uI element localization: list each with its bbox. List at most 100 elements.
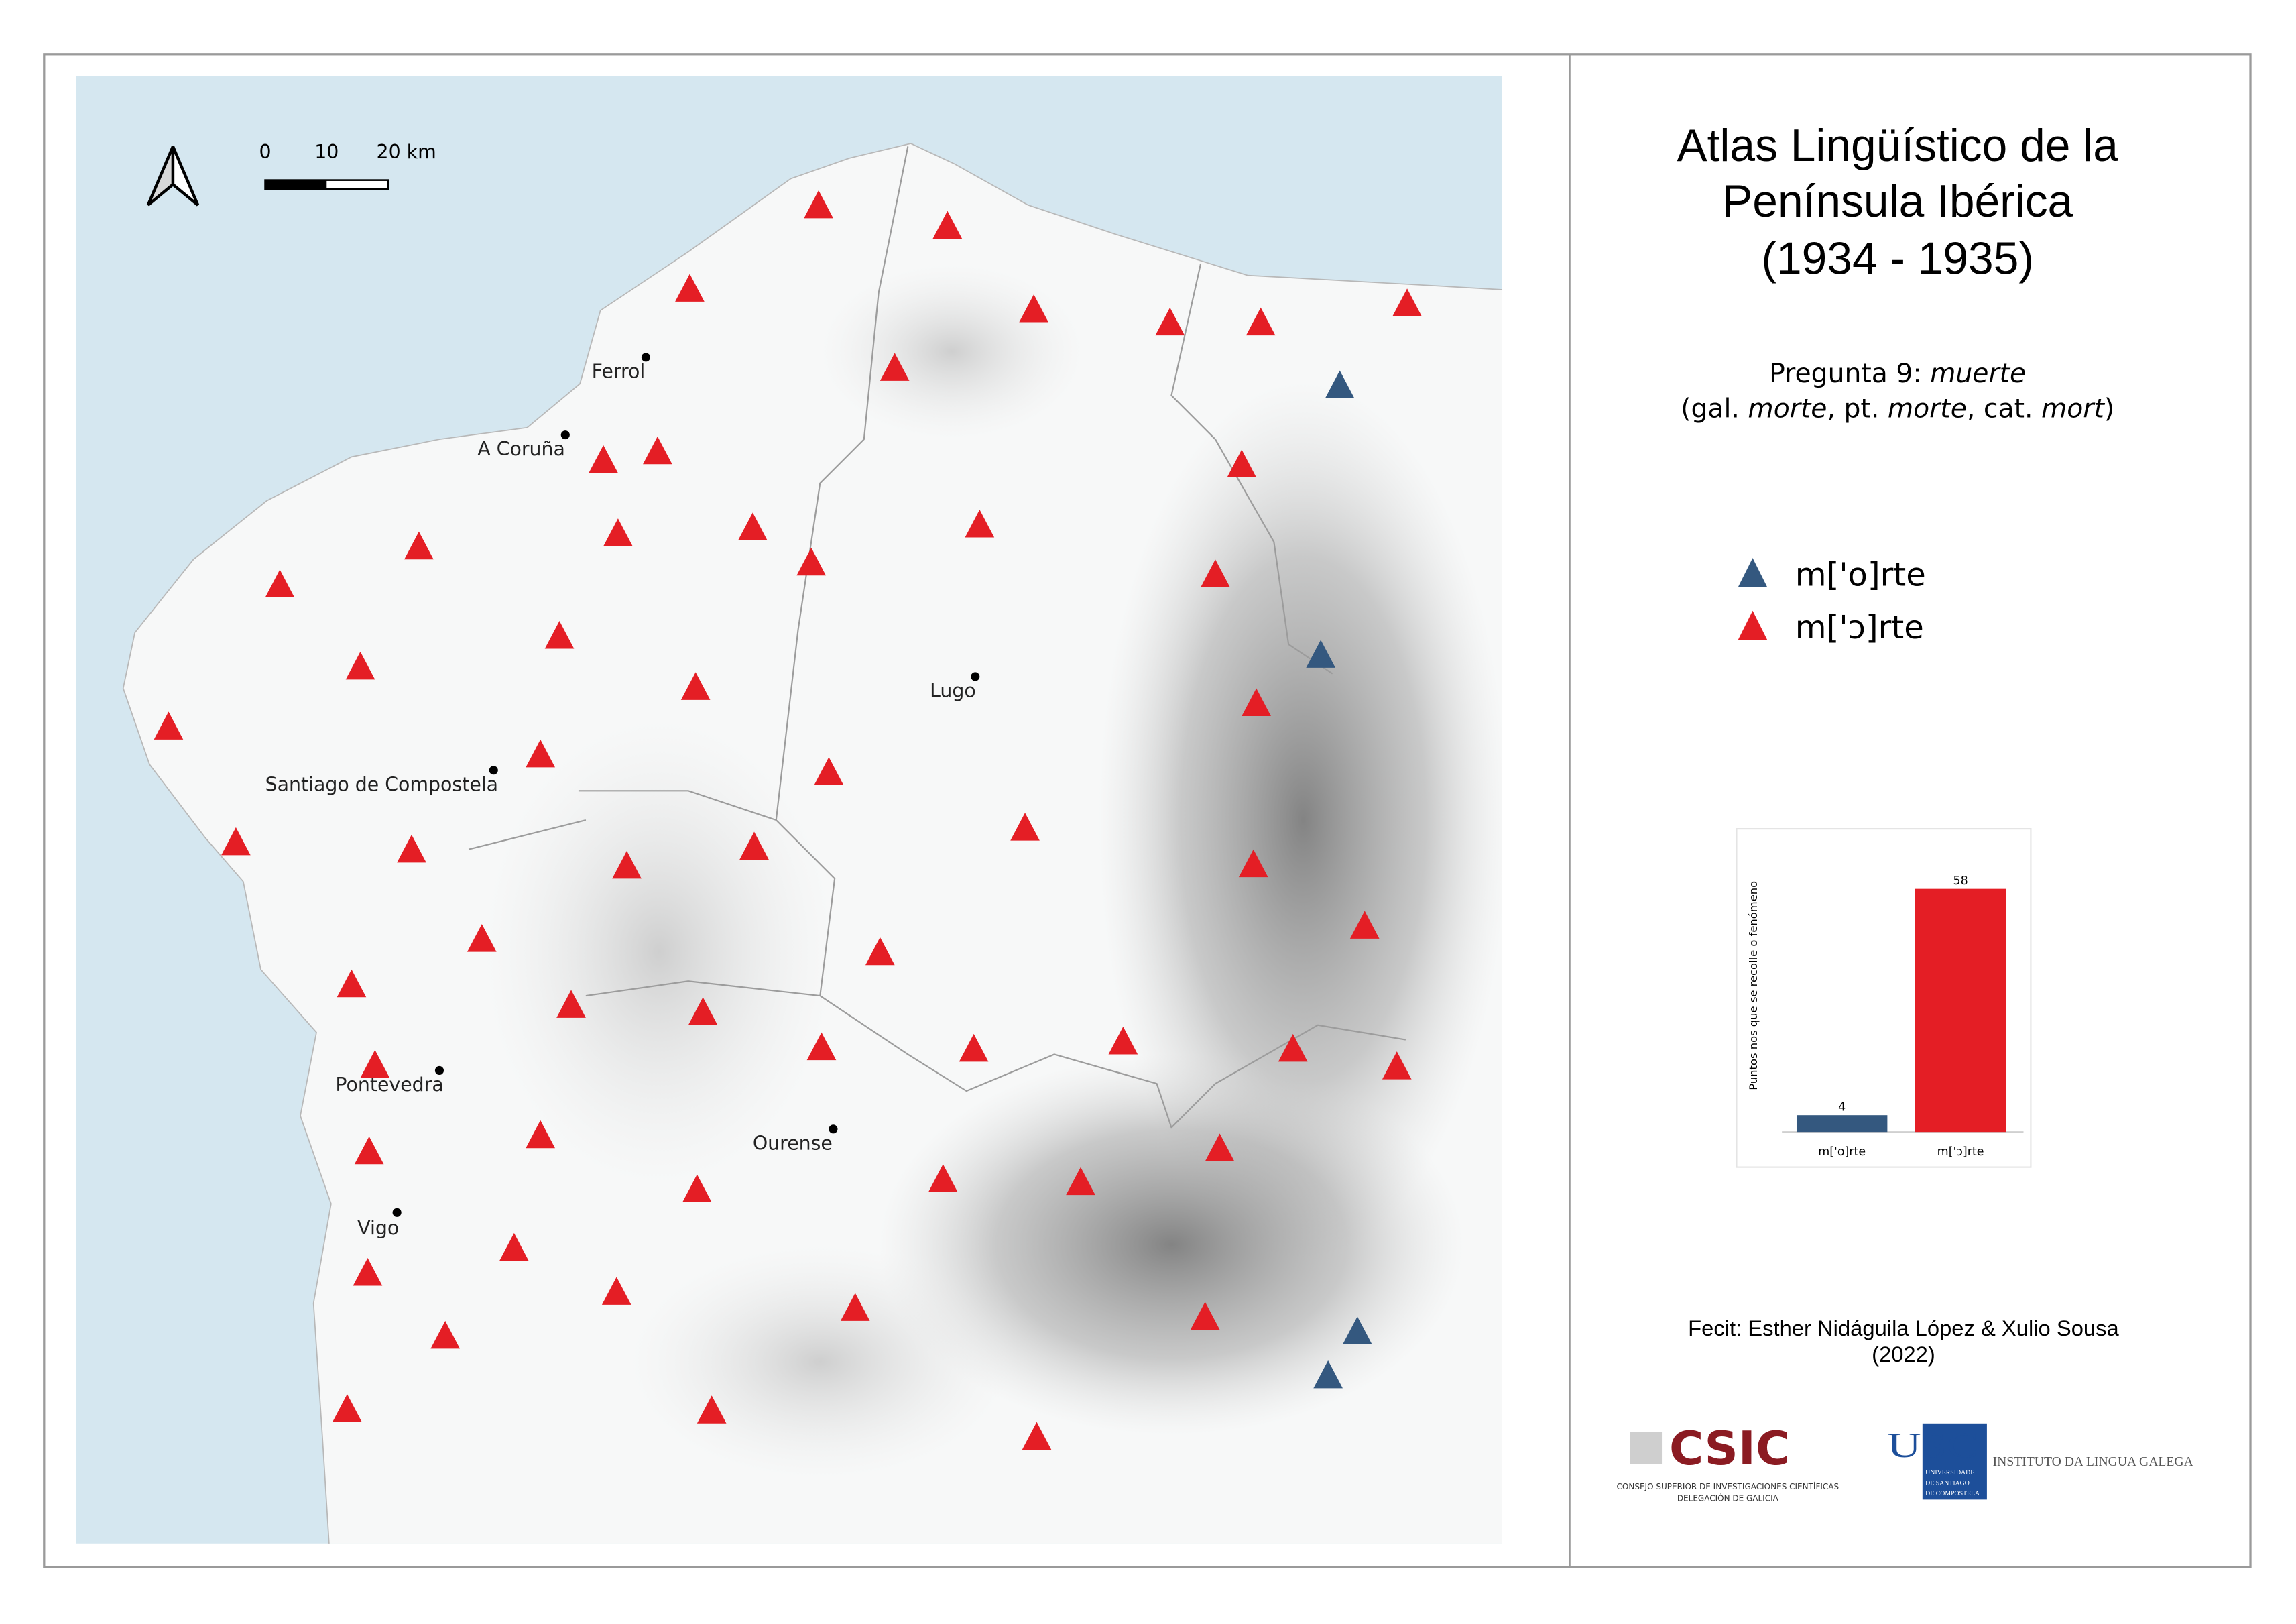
question-word: muerte — [1930, 359, 2026, 389]
marker-open-o-triangle[interactable] — [526, 739, 556, 768]
marker-o-triangle[interactable] — [1325, 370, 1355, 399]
marker-open-o-triangle[interactable] — [589, 445, 618, 473]
city-dot — [392, 1208, 402, 1217]
marker-open-o-triangle[interactable] — [467, 924, 497, 952]
title-line-1: Atlas Lingüístico de la — [1677, 121, 2118, 171]
marker-open-o-triangle[interactable] — [806, 1032, 837, 1061]
marker-open-o-triangle[interactable] — [1155, 307, 1185, 336]
marker-open-o-triangle[interactable] — [1022, 1422, 1052, 1450]
title-line-2: Península Ibérica — [1722, 176, 2073, 227]
marker-open-o-triangle[interactable] — [1190, 1301, 1220, 1330]
question-title: Pregunta 9: muerte — [1769, 359, 2026, 389]
marker-open-o-triangle[interactable] — [1019, 294, 1048, 323]
marker-open-o-triangle[interactable] — [221, 827, 251, 856]
marker-open-o-triangle[interactable] — [345, 651, 375, 680]
marker-open-o-triangle[interactable] — [682, 1174, 712, 1203]
marker-open-o-triangle[interactable] — [499, 1232, 529, 1261]
scale-bar: 0 10 20 km — [259, 141, 436, 190]
marker-open-o-triangle[interactable] — [932, 211, 963, 239]
relief-north — [820, 264, 1084, 440]
legend-triangle-o-icon — [1738, 558, 1768, 587]
legend: m['o]rte m['ɔ]rte — [1738, 557, 1926, 646]
marker-open-o-triangle[interactable] — [1246, 307, 1276, 336]
city-dot — [434, 1065, 444, 1076]
marker-open-o-triangle[interactable] — [397, 834, 426, 863]
marker-o-triangle[interactable] — [1313, 1360, 1343, 1389]
marker-open-o-triangle[interactable] — [965, 510, 995, 538]
csic-delegation: DELEGACIÓN DE GALICIA — [1677, 1493, 1779, 1503]
marker-open-o-triangle[interactable] — [1227, 449, 1257, 477]
marker-open-o-triangle[interactable] — [1010, 813, 1040, 841]
bar-chart: Puntos nos que se recolle o fenómeno 4 m[… — [1736, 828, 2032, 1168]
marker-open-o-triangle[interactable] — [404, 531, 434, 560]
legend-label-o: m['o]rte — [1795, 557, 1926, 594]
marker-o-triangle[interactable] — [1306, 640, 1336, 668]
side-panel: Atlas Lingüístico de la Península Ibéric… — [1617, 121, 2194, 1503]
marker-open-o-triangle[interactable] — [1108, 1026, 1138, 1055]
marker-open-o-triangle[interactable] — [737, 512, 768, 540]
marker-open-o-triangle[interactable] — [1242, 688, 1271, 716]
marker-open-o-triangle[interactable] — [430, 1320, 461, 1349]
marker-open-o-triangle[interactable] — [333, 1394, 362, 1422]
marker-open-o-triangle[interactable] — [680, 672, 711, 700]
marker-open-o-triangle[interactable] — [353, 1258, 383, 1286]
marker-open-o-triangle[interactable] — [928, 1164, 958, 1192]
marker-open-o-triangle[interactable] — [739, 831, 769, 860]
marker-open-o-triangle[interactable] — [526, 1120, 556, 1149]
city-label: Ferrol — [592, 360, 646, 382]
chart-bar — [1796, 1115, 1888, 1133]
marker-open-o-triangle[interactable] — [556, 990, 586, 1018]
marker-open-o-triangle[interactable] — [265, 569, 295, 598]
chart-value-label: 4 — [1838, 1101, 1846, 1114]
marker-open-o-triangle[interactable] — [675, 274, 705, 302]
marker-open-o-triangle[interactable] — [1382, 1051, 1412, 1080]
marker-open-o-triangle[interactable] — [337, 969, 367, 998]
marker-open-o-triangle[interactable] — [360, 1049, 390, 1078]
marker-open-o-triangle[interactable] — [603, 518, 633, 546]
marker-open-o-triangle[interactable] — [796, 547, 827, 576]
question-gloss: (gal. morte, pt. morte, cat. mort) — [1681, 394, 2114, 424]
usc-sub-1: UNIVERSIDADE — [1925, 1469, 1974, 1476]
scale-label-10: 10 — [314, 141, 339, 163]
marker-open-o-triangle[interactable] — [1349, 911, 1380, 939]
city-label: Pontevedra — [335, 1074, 443, 1096]
relief-south — [629, 1244, 1011, 1479]
chart-category-label: m['o]rte — [1818, 1145, 1866, 1159]
marker-open-o-triangle[interactable] — [544, 620, 575, 649]
scale-label-0: 0 — [259, 141, 271, 163]
marker-open-o-triangle[interactable] — [1238, 849, 1268, 878]
map-frame: 0 10 20 km Ferrol A Coruña Lugo Santiago de… — [76, 76, 1503, 1544]
chart-category-label: m['ɔ]rte — [1937, 1145, 1984, 1159]
marker-open-o-triangle[interactable] — [601, 1277, 631, 1305]
csic-subtitle: CONSEJO SUPERIOR DE INVESTIGACIONES CIEN… — [1617, 1481, 1839, 1491]
marker-open-o-triangle[interactable] — [959, 1033, 989, 1062]
marker-open-o-triangle[interactable] — [643, 436, 672, 465]
marker-open-o-triangle[interactable] — [1205, 1133, 1235, 1161]
usc-sub-2: DE SANTIAGO — [1925, 1480, 1970, 1487]
marker-open-o-triangle[interactable] — [1201, 559, 1230, 587]
marker-open-o-triangle[interactable] — [697, 1395, 727, 1424]
marker-open-o-triangle[interactable] — [1392, 288, 1422, 316]
marker-open-o-triangle[interactable] — [880, 353, 910, 381]
marker-open-o-triangle[interactable] — [865, 937, 895, 966]
city-label: Ourense — [753, 1132, 833, 1154]
marker-open-o-triangle[interactable] — [154, 711, 184, 740]
marker-open-o-triangle[interactable] — [354, 1136, 384, 1165]
city-label: A Coruña — [477, 438, 565, 460]
north-arrow-icon — [146, 146, 200, 207]
usc-logo: USC UNIVERSIDADE DE SANTIAGO DE COMPOSTE… — [1887, 1423, 2194, 1500]
marker-open-o-triangle[interactable] — [840, 1293, 870, 1321]
city-dot — [641, 353, 650, 362]
marker-open-o-triangle[interactable] — [804, 190, 833, 219]
marker-open-o-triangle[interactable] — [688, 997, 718, 1025]
survey-points-layer — [154, 190, 1422, 1450]
marker-o-triangle[interactable] — [1342, 1316, 1372, 1344]
marker-open-o-triangle[interactable] — [814, 757, 844, 785]
usc-wordmark: USC — [1887, 1426, 1978, 1465]
marker-open-o-triangle[interactable] — [1278, 1033, 1308, 1062]
marker-open-o-triangle[interactable] — [1066, 1167, 1095, 1196]
chart-ylabel: Puntos nos que se recolle o fenómeno — [1747, 881, 1760, 1090]
csic-emblem-icon — [1630, 1432, 1663, 1464]
city-dot — [560, 430, 570, 440]
marker-open-o-triangle[interactable] — [612, 850, 642, 879]
